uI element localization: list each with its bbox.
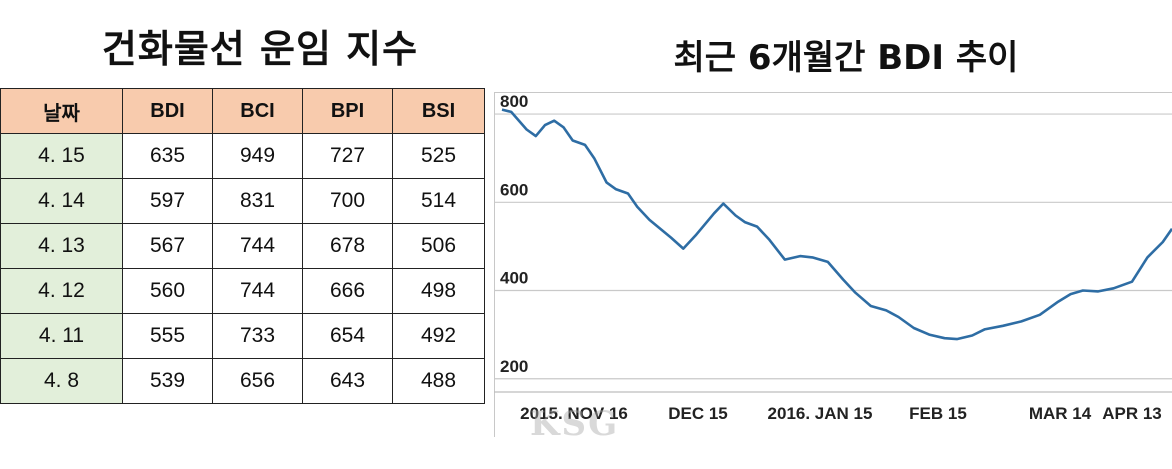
header-date: 날짜 <box>0 88 123 134</box>
x-tick-label: 2016. JAN 15 <box>768 404 873 423</box>
y-tick-label: 200 <box>500 357 528 376</box>
y-tick-label: 400 <box>500 269 528 288</box>
bdi-cell: 597 <box>122 178 213 224</box>
bpi-cell: 666 <box>302 268 393 314</box>
date-cell: 4. 8 <box>0 358 123 404</box>
bsi-cell: 488 <box>392 358 485 404</box>
header-bsi: BSI <box>392 88 485 134</box>
bci-cell: 744 <box>212 223 303 269</box>
bpi-cell: 643 <box>302 358 393 404</box>
bci-cell: 733 <box>212 313 303 359</box>
bdi-cell: 567 <box>122 223 213 269</box>
bsi-cell: 492 <box>392 313 485 359</box>
bdi-cell: 539 <box>122 358 213 404</box>
bsi-cell: 514 <box>392 178 485 224</box>
header-bdi: BDI <box>122 88 213 134</box>
x-tick-label: DEC 15 <box>668 404 728 423</box>
x-tick-label: 2015. NOV 16 <box>520 404 628 423</box>
table-title: 건화물선 운임 지수 <box>101 27 419 71</box>
bpi-cell: 678 <box>302 223 393 269</box>
chart-title: 최근 6개월간 BDI 추이 <box>673 38 1019 78</box>
header-bpi: BPI <box>302 88 393 134</box>
table-row: 4. 14 597 831 700 514 <box>0 178 485 224</box>
bpi-cell: 727 <box>302 133 393 179</box>
bci-cell: 831 <box>212 178 303 224</box>
table-row: 4. 15 635 949 727 525 <box>0 133 485 179</box>
bdi-cell: 635 <box>122 133 213 179</box>
date-cell: 4. 11 <box>0 313 123 359</box>
bsi-cell: 525 <box>392 133 485 179</box>
date-cell: 4. 15 <box>0 133 123 179</box>
bpi-cell: 654 <box>302 313 393 359</box>
bci-cell: 744 <box>212 268 303 314</box>
bdi-line-chart: 200 400 600 800 2015. NOV 16 DEC 15 2016. JAN … <box>494 92 1172 423</box>
chart-frame <box>494 92 1172 437</box>
table-row: 4. 8 539 656 643 488 <box>0 358 485 404</box>
bdi-cell: 555 <box>122 313 213 359</box>
y-tick-label: 800 <box>500 92 528 111</box>
x-tick-label: MAR 14 <box>1029 404 1092 423</box>
x-tick-label: APR 13 <box>1102 404 1162 423</box>
table-row: 4. 11 555 733 654 492 <box>0 313 485 359</box>
bci-cell: 949 <box>212 133 303 179</box>
x-tick-label: FEB 15 <box>909 404 967 423</box>
bdi-series-line <box>501 108 1172 341</box>
date-cell: 4. 13 <box>0 223 123 269</box>
table-row: 4. 12 560 744 666 498 <box>0 268 485 314</box>
bpi-cell: 700 <box>302 178 393 224</box>
table-row: 4. 13 567 744 678 506 <box>0 223 485 269</box>
freight-index-table: 날짜 BDI BCI BPI BSI 4. 15 635 949 727 525… <box>0 88 485 404</box>
bsi-cell: 506 <box>392 223 485 269</box>
table-header-row: 날짜 BDI BCI BPI BSI <box>0 88 485 134</box>
bdi-cell: 560 <box>122 268 213 314</box>
date-cell: 4. 14 <box>0 178 123 224</box>
bci-cell: 656 <box>212 358 303 404</box>
date-cell: 4. 12 <box>0 268 123 314</box>
header-bci: BCI <box>212 88 303 134</box>
watermark-logo: KSG <box>530 404 620 444</box>
bsi-cell: 498 <box>392 268 485 314</box>
y-tick-label: 600 <box>500 180 528 199</box>
